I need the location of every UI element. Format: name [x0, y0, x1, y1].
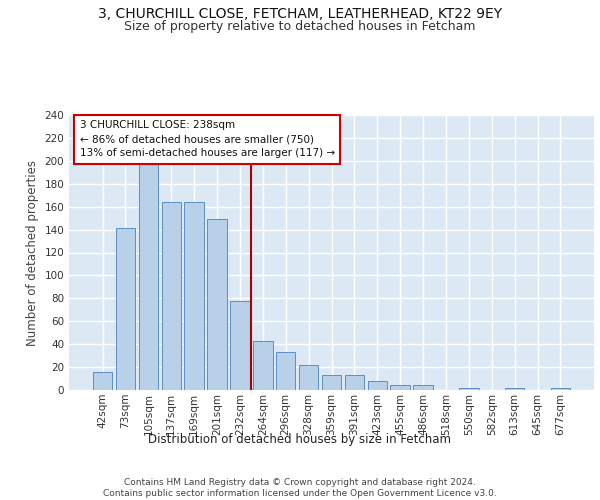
Bar	[208, 220, 227, 390]
Bar	[161, 202, 181, 390]
Bar	[459, 388, 479, 390]
Text: Contains HM Land Registry data © Crown copyright and database right 2024.
Contai: Contains HM Land Registry data © Crown c…	[103, 478, 497, 498]
Text: 3, CHURCHILL CLOSE, FETCHAM, LEATHERHEAD, KT22 9EY: 3, CHURCHILL CLOSE, FETCHAM, LEATHERHEAD…	[98, 8, 502, 22]
Bar	[93, 372, 112, 390]
Text: Size of property relative to detached houses in Fetcham: Size of property relative to detached ho…	[124, 20, 476, 33]
Bar	[413, 386, 433, 390]
Y-axis label: Number of detached properties: Number of detached properties	[26, 160, 39, 346]
Bar	[299, 365, 319, 390]
Bar	[116, 228, 135, 390]
Bar	[230, 300, 250, 390]
Bar	[391, 386, 410, 390]
Text: Distribution of detached houses by size in Fetcham: Distribution of detached houses by size …	[149, 432, 452, 446]
Bar	[139, 161, 158, 390]
Text: 3 CHURCHILL CLOSE: 238sqm
← 86% of detached houses are smaller (750)
13% of semi: 3 CHURCHILL CLOSE: 238sqm ← 86% of detac…	[79, 120, 335, 158]
Bar	[551, 388, 570, 390]
Bar	[344, 375, 364, 390]
Bar	[253, 340, 272, 390]
Bar	[276, 352, 295, 390]
Bar	[505, 388, 524, 390]
Bar	[184, 202, 204, 390]
Bar	[322, 375, 341, 390]
Bar	[368, 381, 387, 390]
